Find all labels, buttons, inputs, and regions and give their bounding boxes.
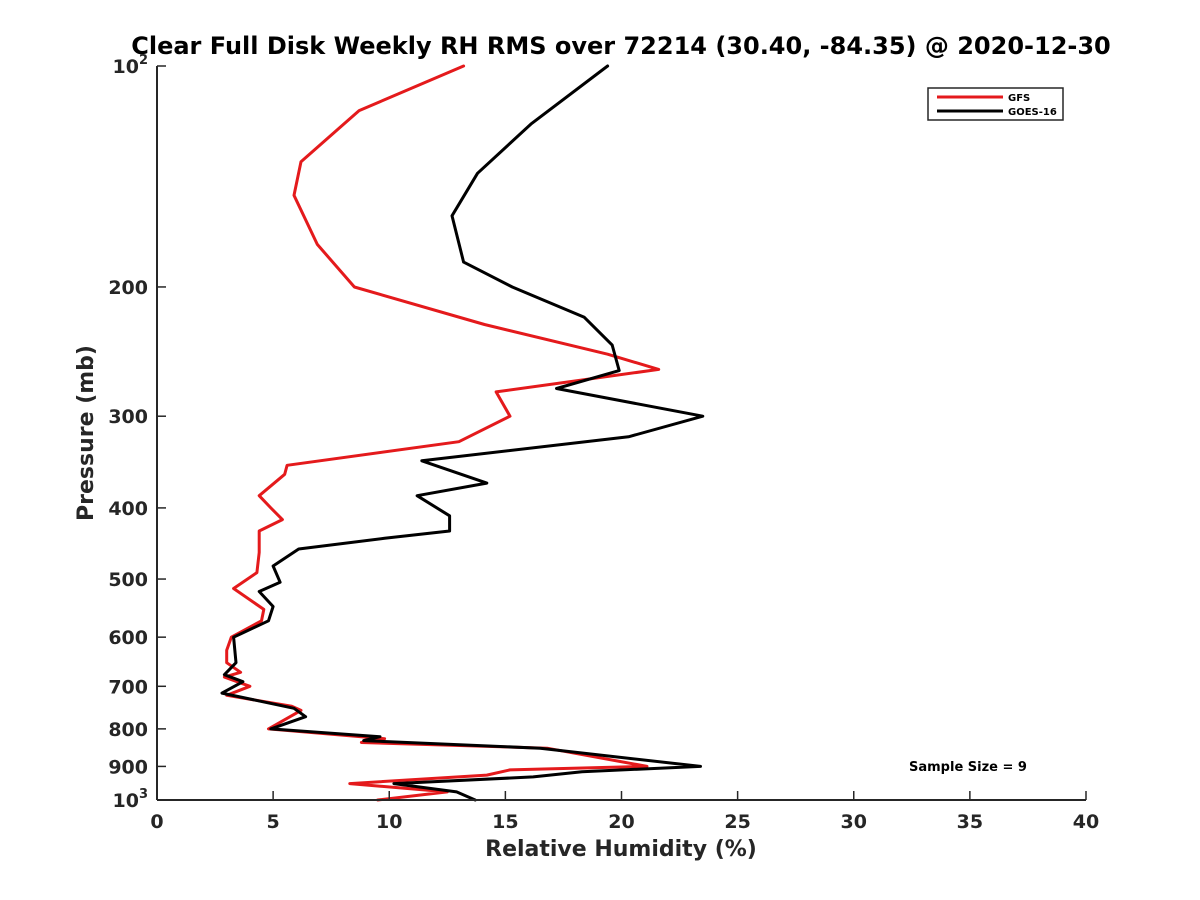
legend: GFS GOES-16 xyxy=(927,87,1064,121)
x-tick-label: 15 xyxy=(492,811,518,833)
y-tick-label: 900 xyxy=(108,756,148,778)
x-tick-label: 40 xyxy=(1073,811,1099,833)
x-tick-label: 35 xyxy=(957,811,983,833)
y-tick-label: 200 xyxy=(108,277,148,299)
x-tick-label: 30 xyxy=(841,811,867,833)
x-tick-label: 25 xyxy=(724,811,750,833)
x-tick-label: 5 xyxy=(267,811,280,833)
x-tick-label: 10 xyxy=(376,811,402,833)
y-tick-label: 400 xyxy=(108,498,148,520)
y-tick-label: 800 xyxy=(108,719,148,741)
y-tick-label: 103 xyxy=(113,787,149,812)
x-ticks: 0 5 10 15 20 25 30 35 40 xyxy=(150,791,1099,833)
y-axis-label: Pressure (mb) xyxy=(74,345,99,521)
sample-size-annotation: Sample Size = 9 xyxy=(909,760,1027,775)
chart-title: Clear Full Disk Weekly RH RMS over 72214… xyxy=(131,32,1111,60)
series-layer xyxy=(220,64,705,802)
x-tick-label: 20 xyxy=(608,811,634,833)
series-line-gfs xyxy=(222,64,661,802)
legend-box xyxy=(927,87,1064,121)
y-ticks: 102 200 300 400 500 600 700 800 900 103 xyxy=(108,53,166,812)
y-tick-label: 300 xyxy=(108,406,148,428)
series-line-goes16 xyxy=(220,64,705,802)
x-tick-label: 0 xyxy=(150,811,163,833)
legend-label-gfs: GFS xyxy=(1008,93,1030,104)
x-axis-label: Relative Humidity (%) xyxy=(485,837,757,862)
legend-label-goes16: GOES-16 xyxy=(1008,107,1057,118)
y-tick-label: 700 xyxy=(108,676,148,698)
y-tick-label: 102 xyxy=(113,53,149,78)
y-tick-label: 600 xyxy=(108,627,148,649)
y-tick-label: 500 xyxy=(108,569,148,591)
